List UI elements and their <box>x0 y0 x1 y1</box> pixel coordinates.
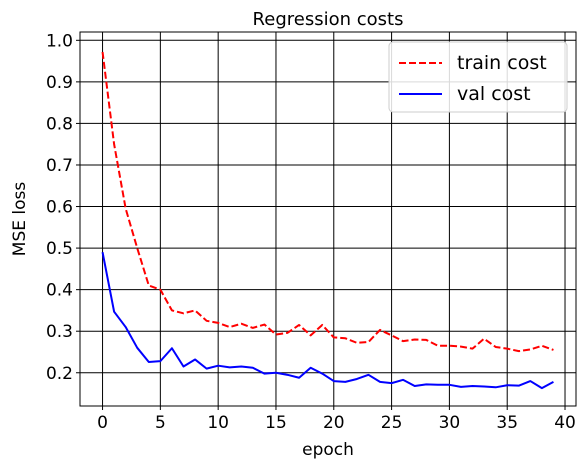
y-tick-label: 0.3 <box>46 322 73 342</box>
y-tick-label: 1.0 <box>46 31 73 51</box>
x-tick-label: 30 <box>439 413 461 433</box>
x-tick-label: 20 <box>323 413 345 433</box>
axis-ticks: 0 5 10 15 20 25 30 35 40 0.2 0.3 0.4 0.5 0.6 0.7 0.8 0.9… <box>46 31 576 433</box>
y-tick-label: 0.8 <box>46 114 73 134</box>
legend-label-train-cost: train cost <box>457 52 547 74</box>
series-line-train-cost <box>101 51 554 353</box>
y-tick-label: 0.2 <box>46 364 73 384</box>
chart-title: Regression costs <box>253 9 404 30</box>
x-tick-label: 5 <box>155 413 166 433</box>
x-tick-label: 40 <box>554 413 576 433</box>
series-lines <box>101 51 554 390</box>
x-tick-label: 0 <box>97 413 108 433</box>
y-tick-label: 0.6 <box>46 198 73 218</box>
x-tick-label: 10 <box>207 413 229 433</box>
y-axis-label: MSE loss <box>10 182 30 257</box>
series-line-val-cost <box>101 252 554 390</box>
x-tick-label: 15 <box>265 413 287 433</box>
y-tick-label: 0.9 <box>46 73 73 93</box>
plot-frame <box>79 31 577 407</box>
x-axis-label: epoch <box>302 440 354 460</box>
legend: train cost val cost <box>388 41 568 113</box>
y-tick-label: 0.7 <box>46 156 73 176</box>
x-tick-label: 25 <box>381 413 403 433</box>
legend-label-val-cost: val cost <box>457 83 531 105</box>
y-tick-label: 0.5 <box>46 239 73 259</box>
y-tick-label: 0.4 <box>46 281 73 301</box>
x-tick-label: 35 <box>496 413 518 433</box>
